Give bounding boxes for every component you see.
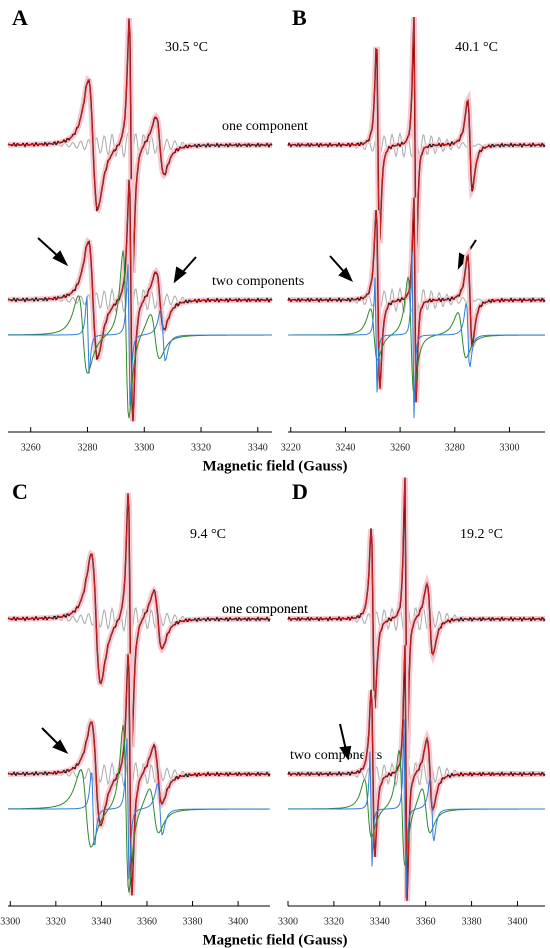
component-curve xyxy=(288,251,545,419)
fit-curve xyxy=(288,645,545,902)
x-axis-label: Magnetic field (Gauss) xyxy=(203,932,348,948)
panel-letter: B xyxy=(292,5,307,30)
fit-curve xyxy=(288,197,545,403)
annotation: one component xyxy=(222,602,308,617)
fit-curve xyxy=(8,179,272,422)
x-tick-label: 3300 xyxy=(278,916,298,927)
fit-curve xyxy=(8,653,270,896)
x-tick-label: 3340 xyxy=(248,442,268,453)
fit-curve xyxy=(8,492,270,748)
x-tick-label: 3320 xyxy=(191,442,211,453)
x-tick-label: 3300 xyxy=(0,916,20,927)
x-tick-label: 3300 xyxy=(134,442,154,453)
x-axis-label: Magnetic field (Gauss) xyxy=(203,458,348,474)
x-tick-label: 3300 xyxy=(499,442,519,453)
x-tick-label: 3220 xyxy=(281,442,301,453)
x-tick-label: 3260 xyxy=(21,442,41,453)
x-tick-label: 3380 xyxy=(183,916,203,927)
component-curve xyxy=(288,719,545,899)
x-tick-label: 3360 xyxy=(137,916,157,927)
fit-curve xyxy=(8,18,272,273)
annotation: one component xyxy=(222,119,308,134)
panel: D 19.2 °C one component two components 3300 3… xyxy=(222,477,546,927)
temperature: 40.1 °C xyxy=(455,40,498,55)
temperature: 19.2 °C xyxy=(460,527,503,542)
annotation: two components xyxy=(212,274,304,289)
component-curve xyxy=(8,738,270,880)
x-tick-label: 3320 xyxy=(324,916,344,927)
panel-letter: C xyxy=(12,479,28,504)
panel-letter: D xyxy=(292,479,308,504)
temperature: 30.5 °C xyxy=(165,40,208,55)
x-tick-label: 3340 xyxy=(91,916,111,927)
x-tick-label: 3400 xyxy=(507,916,527,927)
x-tick-label: 3320 xyxy=(46,916,66,927)
arrows xyxy=(37,237,477,761)
temperature: 9.4 °C xyxy=(190,527,226,542)
panel: B 40.1 °C 3220 3240 3260 3280 3300 xyxy=(281,5,546,453)
x-tick-label: 3380 xyxy=(462,916,482,927)
x-tick-label: 3340 xyxy=(370,916,390,927)
panel: C 9.4 °C one component 3300 3320 3340 3360 3380… xyxy=(0,479,347,948)
x-tick-label: 3260 xyxy=(390,442,410,453)
x-tick-label: 3360 xyxy=(416,916,436,927)
x-tick-label: 3280 xyxy=(445,442,465,453)
x-tick-label: 3240 xyxy=(335,442,355,453)
x-tick-label: 3280 xyxy=(77,442,97,453)
component-curve xyxy=(8,264,272,406)
annotation: one component xyxy=(222,602,308,617)
fit-curve xyxy=(288,477,545,760)
x-tick-label: 3400 xyxy=(228,916,248,927)
panel: A 30.5 °C one component two components 3260 3… xyxy=(7,5,348,474)
panel-letter: A xyxy=(12,5,28,30)
annotation: two components xyxy=(290,748,382,763)
